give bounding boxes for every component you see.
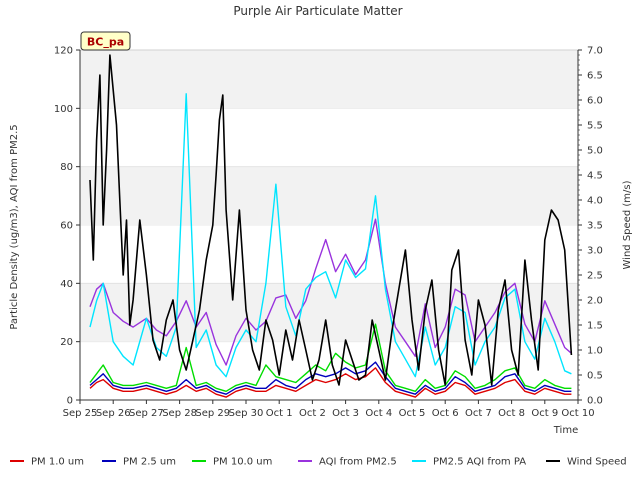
y2-tick-label: 1.0 — [587, 346, 603, 357]
badge: BC_pa — [80, 31, 131, 51]
y2-tick-label: 0.0 — [587, 396, 603, 407]
y2-tick-label: 5.0 — [587, 146, 603, 157]
y-tick-label: 100 — [54, 104, 73, 115]
y2-tick-label: 2.0 — [587, 296, 603, 307]
x-tick-label: Oct 4 — [365, 408, 392, 419]
y-tick-label: 20 — [60, 337, 73, 348]
series-line-pm-2-5-um — [89, 361, 572, 395]
series-line-wind-speed — [89, 54, 573, 386]
x-tick-label: Oct 3 — [332, 408, 359, 419]
y2-tick-label: 0.5 — [587, 371, 603, 382]
x-tick-label: Oct 2 — [299, 408, 326, 419]
y-tick-label: 120 — [54, 46, 73, 57]
x-tick-label: Sep 25 — [63, 408, 98, 419]
legend-label: AQI from PM2.5 — [319, 457, 397, 468]
y-tick-label: 80 — [60, 162, 73, 173]
y2-tick-label: 1.5 — [587, 321, 603, 332]
x-tick-label: Sep 30 — [229, 408, 264, 419]
y2-axis-title: Wind Speed (m/s) — [622, 180, 633, 269]
y2-tick-label: 3.5 — [587, 221, 603, 232]
grid-band — [80, 283, 578, 342]
x-axis-title: Time — [553, 425, 578, 436]
legend-label: Wind Speed — [567, 457, 627, 468]
y-tick-label: 60 — [60, 221, 73, 232]
series-line-pm-10-0-um — [89, 323, 572, 392]
x-tick-label: Oct 1 — [266, 408, 293, 419]
y2-tick-label: 6.0 — [587, 96, 603, 107]
series-line-pm2-5-aqi-from-pa — [89, 93, 572, 378]
x-tick-label: Sep 27 — [129, 408, 164, 419]
y2-tick-label: 7.0 — [587, 46, 603, 57]
y2-tick-label: 4.5 — [587, 171, 603, 182]
x-tick-label: Oct 8 — [498, 408, 525, 419]
x-tick-label: Oct 10 — [561, 408, 594, 419]
series-line-pm-1-0-um — [89, 367, 572, 398]
y-tick-label: 40 — [60, 279, 73, 290]
x-tick-label: Oct 9 — [531, 408, 558, 419]
grid-bands — [80, 49, 578, 343]
y-tick-label: 0 — [67, 396, 73, 407]
chart-title: Purple Air Particulate Matter — [233, 4, 402, 18]
axes-layer: 0 20 40 60 80 100 120 0.0 0.5 1.0 1.5 2.0 2.5 3.0 3.5 4… — [54, 46, 603, 420]
legend: PM 1.0 um PM 2.5 um PM 10.0 um AQI from PM2… — [10, 457, 627, 468]
x-tick-label: Sep 29 — [195, 408, 230, 419]
legend-label: PM 10.0 um — [213, 457, 272, 468]
x-tick-label: Oct 6 — [432, 408, 459, 419]
y-axis-title: Particle Density (ug/m3), AQI from PM2.5 — [9, 124, 20, 329]
x-tick-label: Oct 5 — [399, 408, 426, 419]
series-layer — [89, 54, 573, 398]
badge-label: BC_pa — [87, 36, 124, 49]
x-tick-label: Oct 7 — [465, 408, 492, 419]
y2-tick-label: 2.5 — [587, 271, 603, 282]
x-tick-label: Sep 28 — [162, 408, 197, 419]
grid-band — [80, 166, 578, 225]
y2-tick-label: 3.0 — [587, 246, 603, 257]
legend-label: PM2.5 AQI from PA — [433, 457, 526, 468]
badge-box — [80, 31, 131, 51]
legend-label: PM 2.5 um — [123, 457, 176, 468]
series-line-aqi-from-pm2-5 — [89, 218, 572, 366]
grid-band — [80, 50, 578, 109]
y2-tick-label: 6.5 — [587, 71, 603, 82]
y2-tick-label: 5.5 — [587, 121, 603, 132]
x-tick-label: Sep 26 — [96, 408, 131, 419]
y2-tick-label: 4.0 — [587, 196, 603, 207]
legend-label: PM 1.0 um — [31, 457, 84, 468]
